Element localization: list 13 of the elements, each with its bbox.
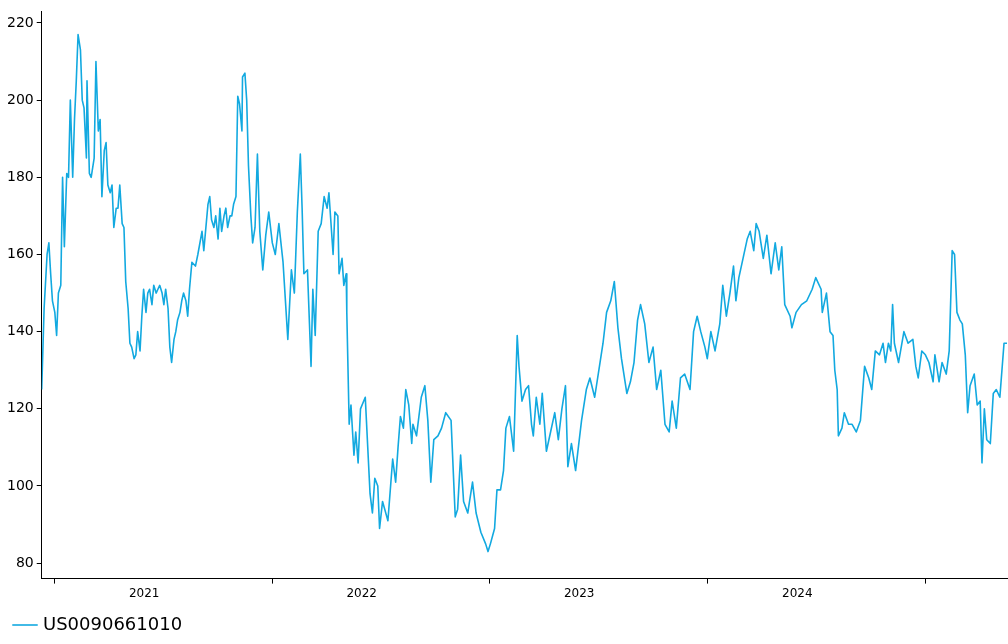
x-tick-label: 2023 <box>563 585 595 600</box>
y-tick-label: 140 <box>6 322 34 339</box>
y-tick-label: 220 <box>6 13 34 30</box>
x-tick-label: 2022 <box>346 585 377 600</box>
y-tick-label: 100 <box>6 476 34 493</box>
y-tick-label: 160 <box>6 245 34 262</box>
x-tick-label: 2024 <box>781 585 813 600</box>
y-tick-label: 200 <box>6 90 34 107</box>
y-tick-label: 120 <box>6 399 34 416</box>
legend-label: US0090661010 <box>43 612 183 634</box>
y-tick-label: 80 <box>15 553 34 570</box>
x-tick-label: 2021 <box>128 585 160 600</box>
y-tick-label: 180 <box>6 167 34 184</box>
